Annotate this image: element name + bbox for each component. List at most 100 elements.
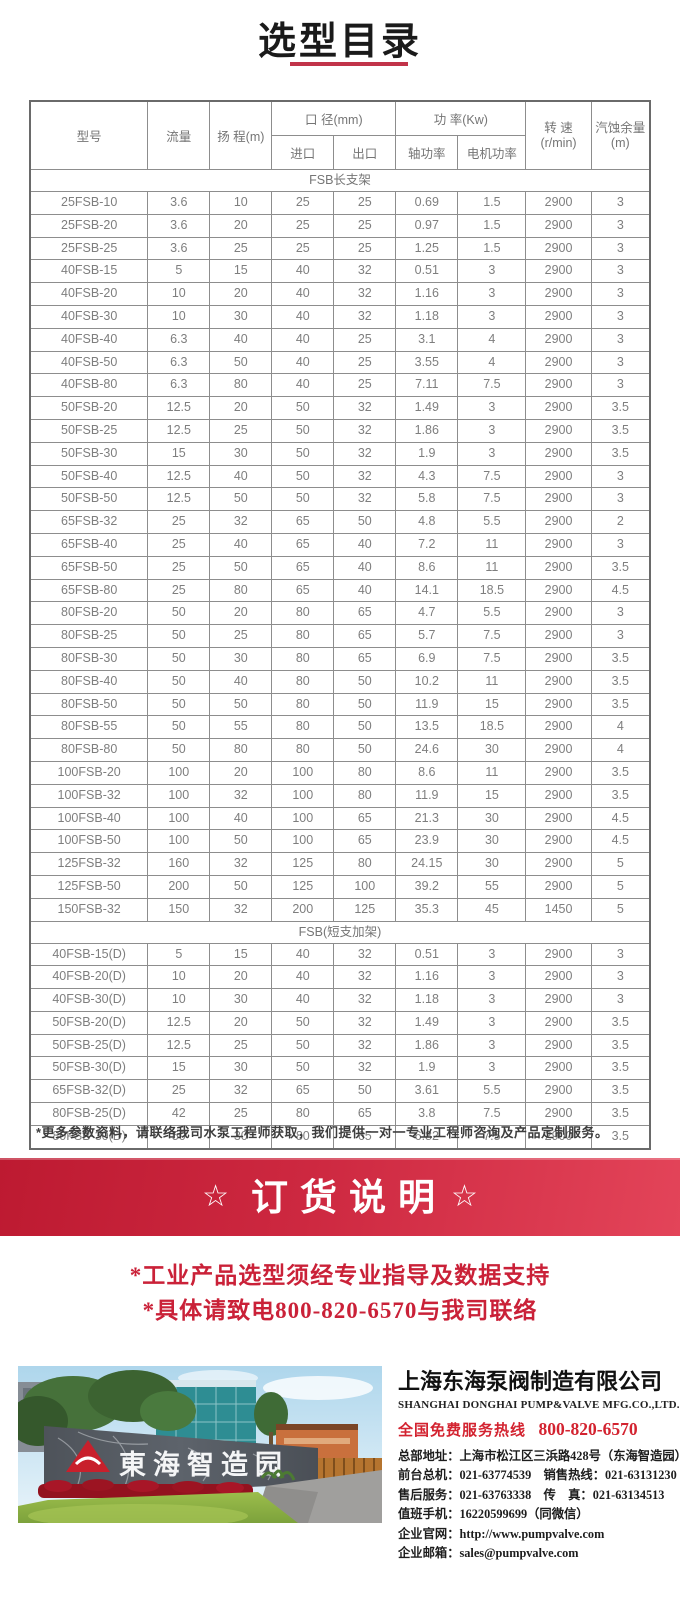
- model-cell: 65FSB-32: [29, 510, 149, 534]
- model-cell: 80FSB-80: [29, 738, 149, 762]
- value-cell: 3: [457, 418, 527, 443]
- value-cell: 3.6: [147, 236, 211, 261]
- model-cell: 50FSB-40: [29, 464, 149, 489]
- value-cell: 3: [590, 327, 651, 352]
- value-cell: 80: [271, 601, 335, 626]
- table-row: 50FSB-20(D) 12.5 20 50 32 1.49 3 2900 3.5: [29, 1010, 651, 1035]
- contact-email-link[interactable]: 企业邮箱：sales@pumpvalve.com: [398, 1546, 579, 1561]
- value-cell: 80: [271, 738, 335, 762]
- value-cell: 21.3: [395, 806, 459, 831]
- hotline-label: 全国免费服务热线: [398, 1422, 527, 1439]
- value-cell: 25: [271, 191, 335, 215]
- value-cell: 32: [333, 1033, 397, 1058]
- value-cell: 2900: [525, 783, 592, 808]
- value-cell: 12.5: [147, 418, 211, 443]
- value-cell: 5: [590, 852, 651, 876]
- value-cell: 3: [590, 601, 651, 626]
- value-cell: 3: [590, 487, 651, 512]
- table-row: 65FSB-80 25 80 65 40 14.1 18.5 2900 4.5: [29, 578, 651, 603]
- value-cell: 6.3: [147, 373, 211, 398]
- value-cell: 4.3: [395, 464, 459, 489]
- hotline-number: 800-820-6570: [538, 1419, 638, 1439]
- value-cell: 100: [333, 874, 397, 899]
- photo-foreground: [18, 1469, 382, 1523]
- value-cell: 2900: [525, 852, 592, 876]
- value-cell: 32: [333, 282, 397, 306]
- value-cell: 11: [457, 555, 527, 580]
- value-cell: 4.5: [590, 806, 651, 831]
- value-cell: 10: [147, 282, 211, 306]
- model-cell: 80FSB-40: [29, 669, 149, 694]
- value-cell: 7.5: [457, 464, 527, 489]
- value-cell: 80: [209, 578, 273, 603]
- table-row: 65FSB-50 25 50 65 40 8.6 11 2900 3.5: [29, 555, 651, 580]
- value-cell: 4.7: [395, 601, 459, 626]
- photo-sign-wall: 東海智造园: [44, 1426, 318, 1496]
- value-cell: 8.6: [395, 760, 459, 785]
- value-cell: 25: [147, 510, 211, 534]
- value-cell: 5.5: [457, 601, 527, 626]
- value-cell: 50: [333, 669, 397, 694]
- value-cell: 5.7: [395, 624, 459, 648]
- value-cell: 11.9: [395, 692, 459, 717]
- table-row: 65FSB-32(D) 25 32 65 50 3.61 5.5 2900 3.5: [29, 1079, 651, 1104]
- value-cell: 18.5: [457, 715, 527, 740]
- table-row: 40FSB-30(D) 10 30 40 32 1.18 3 2900 3: [29, 988, 651, 1012]
- table-row: 100FSB-40 100 40 100 65 21.3 30 2900 4.5: [29, 806, 651, 831]
- value-cell: 32: [333, 487, 397, 512]
- model-cell: 25FSB-25: [29, 236, 149, 261]
- value-cell: 40: [209, 806, 273, 831]
- value-cell: 50: [147, 646, 211, 671]
- col-header-npsh: 汽蚀余量 (m): [590, 100, 651, 170]
- value-cell: 2900: [525, 510, 592, 534]
- value-cell: 2900: [525, 441, 592, 466]
- value-cell: 100: [147, 829, 211, 854]
- value-cell: 25: [333, 350, 397, 375]
- value-cell: 4: [457, 350, 527, 375]
- table-row: 50FSB-30(D) 15 30 50 32 1.9 3 2900 3.5: [29, 1056, 651, 1081]
- col-header-speed-line2: (r/min): [540, 135, 577, 150]
- value-cell: 2900: [525, 942, 592, 967]
- value-cell: 14.1: [395, 578, 459, 603]
- value-cell: 0.51: [395, 942, 459, 967]
- table-row: 80FSB-30(D) 50 30 80 65 6.82 7.5 2900 3.5: [29, 1124, 651, 1150]
- value-cell: 32: [333, 942, 397, 967]
- value-cell: 3: [457, 1010, 527, 1035]
- value-cell: 50: [147, 624, 211, 648]
- contact-website-link[interactable]: 企业官网：http://www.pumpvalve.com: [398, 1526, 605, 1541]
- selection-notice: *工业产品选型须经专业指导及数据支持 *具体请致电800-820-6570与我司…: [0, 1258, 680, 1328]
- value-cell: 1.5: [457, 236, 527, 261]
- value-cell: 3: [457, 965, 527, 990]
- value-cell: 3.5: [590, 783, 651, 808]
- model-cell: 50FSB-20: [29, 396, 149, 420]
- value-cell: 3.5: [590, 1056, 651, 1081]
- value-cell: 5: [147, 942, 211, 967]
- value-cell: 80: [209, 738, 273, 762]
- title-underline: [290, 62, 408, 66]
- value-cell: 10: [209, 191, 273, 215]
- park-sign-text: 東海智造园: [119, 1450, 289, 1480]
- value-cell: 7.5: [457, 624, 527, 648]
- table-row: 40FSB-20(D) 10 20 40 32 1.16 3 2900 3: [29, 965, 651, 990]
- value-cell: 200: [271, 897, 335, 922]
- value-cell: 5.8: [395, 487, 459, 512]
- value-cell: 2900: [525, 1124, 592, 1150]
- value-cell: 25: [209, 236, 273, 261]
- value-cell: 40: [209, 327, 273, 352]
- value-cell: 40: [271, 304, 335, 329]
- value-cell: 50: [271, 396, 335, 420]
- model-cell: 40FSB-40: [29, 327, 149, 352]
- value-cell: 100: [147, 806, 211, 831]
- value-cell: 3: [457, 441, 527, 466]
- value-cell: 0.69: [395, 191, 459, 215]
- value-cell: 2900: [525, 327, 592, 352]
- value-cell: 6.3: [147, 327, 211, 352]
- value-cell: 25: [147, 578, 211, 603]
- value-cell: 40: [333, 578, 397, 603]
- value-cell: 4: [590, 738, 651, 762]
- value-cell: 125: [271, 874, 335, 899]
- value-cell: 5: [590, 874, 651, 899]
- value-cell: 25: [333, 327, 397, 352]
- value-cell: 40: [209, 532, 273, 557]
- table-row: 25FSB-25 3.6 25 25 25 1.25 1.5 2900 3: [29, 236, 651, 261]
